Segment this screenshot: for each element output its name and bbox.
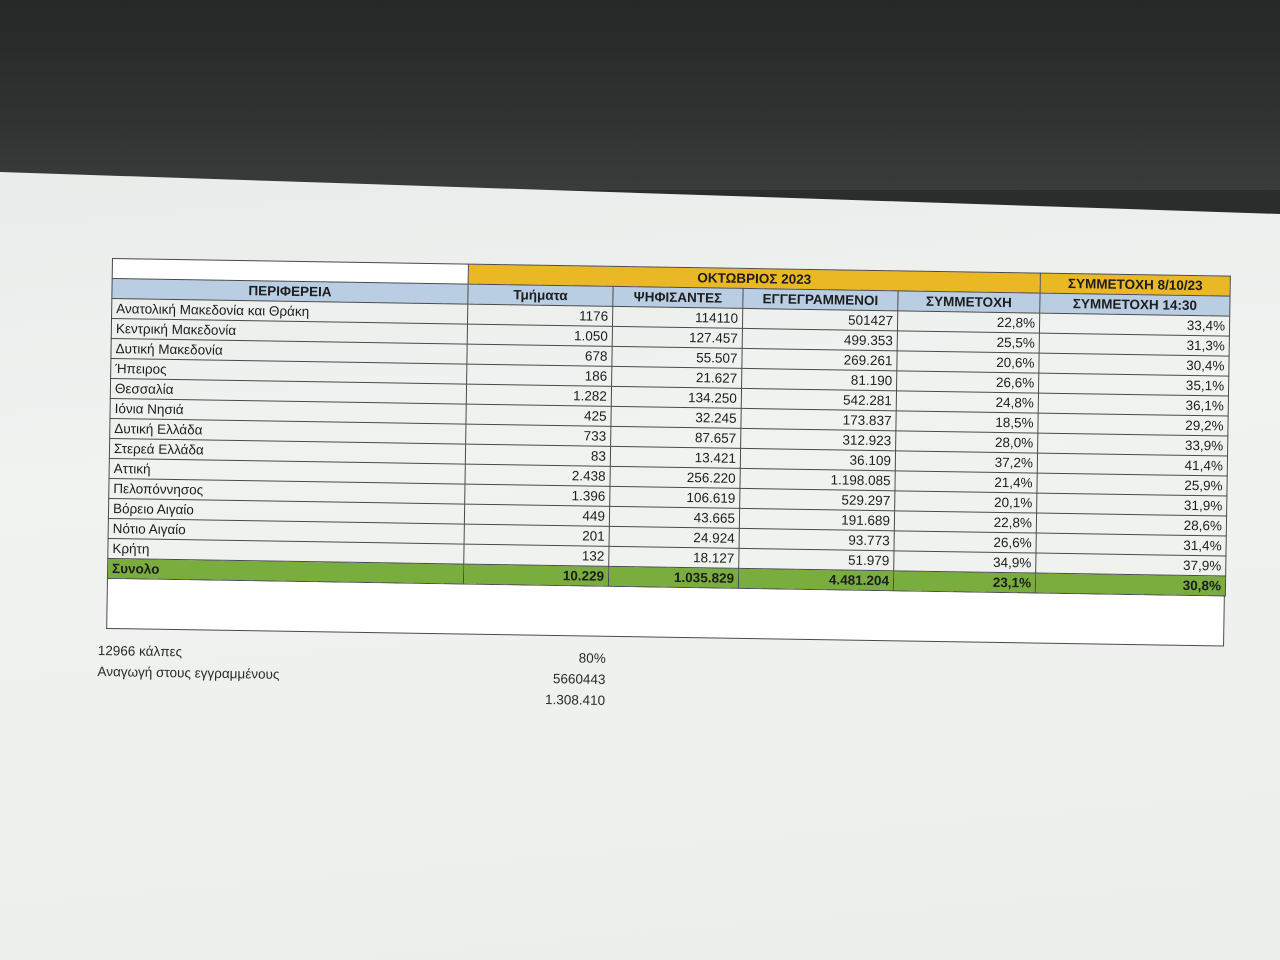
- sections-cell: 1176: [467, 304, 613, 327]
- turnout-cell: 26,6%: [896, 370, 1039, 394]
- registered-cell: 501427: [742, 308, 898, 331]
- turnout-cell: 25,5%: [897, 330, 1040, 354]
- voters-cell: 134.250: [611, 386, 742, 409]
- turnout-cell: 24,8%: [896, 390, 1039, 414]
- turnout-cell: 26,6%: [893, 530, 1037, 554]
- sections-cell: 733: [465, 424, 611, 447]
- voters-cell: 18.127: [608, 546, 740, 569]
- voters-cell: 13.421: [610, 446, 741, 469]
- total-turnout: 23,1%: [893, 570, 1036, 594]
- compare-header: ΣΥΜΜΕΤΟΧΗ 8/10/23: [1040, 273, 1231, 297]
- sections-cell: 425: [465, 404, 612, 427]
- col-header-sections: Τμήματα: [467, 284, 614, 307]
- turnout-cell: 22,8%: [894, 510, 1037, 534]
- registered-cell: 93.773: [739, 528, 895, 551]
- ballots-label: 12966 κάλπες: [97, 642, 183, 660]
- turnout-cell: 37,2%: [895, 450, 1038, 474]
- turnout-cell: 34,9%: [893, 550, 1037, 574]
- turnout-table: ΟΚΤΩΒΡΙΟΣ 2023 ΣΥΜΜΕΤΟΧΗ 8/10/23 ΠΕΡΙΦΕΡ…: [107, 258, 1231, 597]
- sections-cell: 1.050: [467, 324, 613, 347]
- voters-cell: 43.665: [609, 506, 740, 529]
- ballots-percent: 80%: [578, 650, 606, 666]
- total-sections: 10.229: [463, 564, 609, 587]
- voters-cell: 32.245: [610, 406, 742, 429]
- voters-cell: 21.627: [611, 366, 742, 389]
- voters-cell: 24.924: [609, 526, 740, 549]
- result-value: 1.308.410: [544, 692, 606, 708]
- registered-cell: 1.198.085: [739, 468, 896, 491]
- total-registered: 4.481.204: [738, 568, 894, 591]
- voters-cell: 127.457: [612, 326, 743, 349]
- turnout-cell: 28,0%: [895, 430, 1038, 454]
- registered-cell: 529.297: [739, 488, 895, 511]
- col-header-voters: ΨΗΦΙΣΑΝΤΕΣ: [612, 286, 744, 309]
- registered-cell: 269.261: [741, 348, 898, 371]
- registered-cell: 499.353: [742, 328, 898, 351]
- turnout-cell: 20,1%: [894, 490, 1037, 514]
- voters-cell: 114110: [612, 306, 743, 329]
- voters-cell: 256.220: [609, 466, 741, 489]
- sections-cell: 186: [466, 364, 612, 387]
- sections-cell: 2.438: [464, 464, 611, 487]
- notes-block: 12966 κάλπες 80% Αναγωγή στους εγγραμμέν…: [97, 640, 618, 711]
- sections-cell: 1.396: [464, 484, 610, 507]
- registered-cell: 312.923: [740, 428, 896, 451]
- turnout-table-sheet: ΟΚΤΩΒΡΙΟΣ 2023 ΣΥΜΜΕΤΟΧΗ 8/10/23 ΠΕΡΙΦΕΡ…: [106, 258, 1232, 656]
- sections-cell: 201: [464, 524, 610, 547]
- registered-cell: 173.837: [740, 408, 897, 431]
- col-header-registered: ΕΓΓΕΓΡΑΜΜΕΝΟΙ: [742, 288, 899, 311]
- registered-cell: 191.689: [739, 508, 895, 531]
- sections-cell: 83: [465, 444, 611, 467]
- turnout-cell: 18,5%: [895, 410, 1039, 434]
- sections-cell: 132: [463, 544, 610, 567]
- registered-cell: 81.190: [741, 368, 897, 391]
- projection-value: 5660443: [552, 671, 606, 687]
- desk-background: [0, 0, 1280, 190]
- turnout-cell: 21,4%: [894, 470, 1038, 494]
- turnout-cell: 20,6%: [896, 350, 1040, 374]
- turnout-cell: 22,8%: [897, 310, 1040, 334]
- sections-cell: 1.282: [466, 384, 612, 407]
- registered-cell: 542.281: [741, 388, 897, 411]
- voters-cell: 106.619: [609, 486, 740, 509]
- sections-cell: 449: [464, 504, 610, 527]
- voters-cell: 55.507: [611, 346, 743, 369]
- sections-cell: 678: [466, 344, 613, 367]
- voters-cell: 87.657: [610, 426, 741, 449]
- col-header-turnout: ΣΥΜΜΕΤΟΧΗ: [897, 290, 1041, 314]
- total-turnout-prev: 30,8%: [1035, 573, 1226, 597]
- projection-label: Αναγωγή στους εγγραμμένους: [97, 663, 280, 682]
- total-voters: 1.035.829: [608, 566, 739, 589]
- registered-cell: 36.109: [740, 448, 896, 471]
- registered-cell: 51.979: [738, 548, 894, 571]
